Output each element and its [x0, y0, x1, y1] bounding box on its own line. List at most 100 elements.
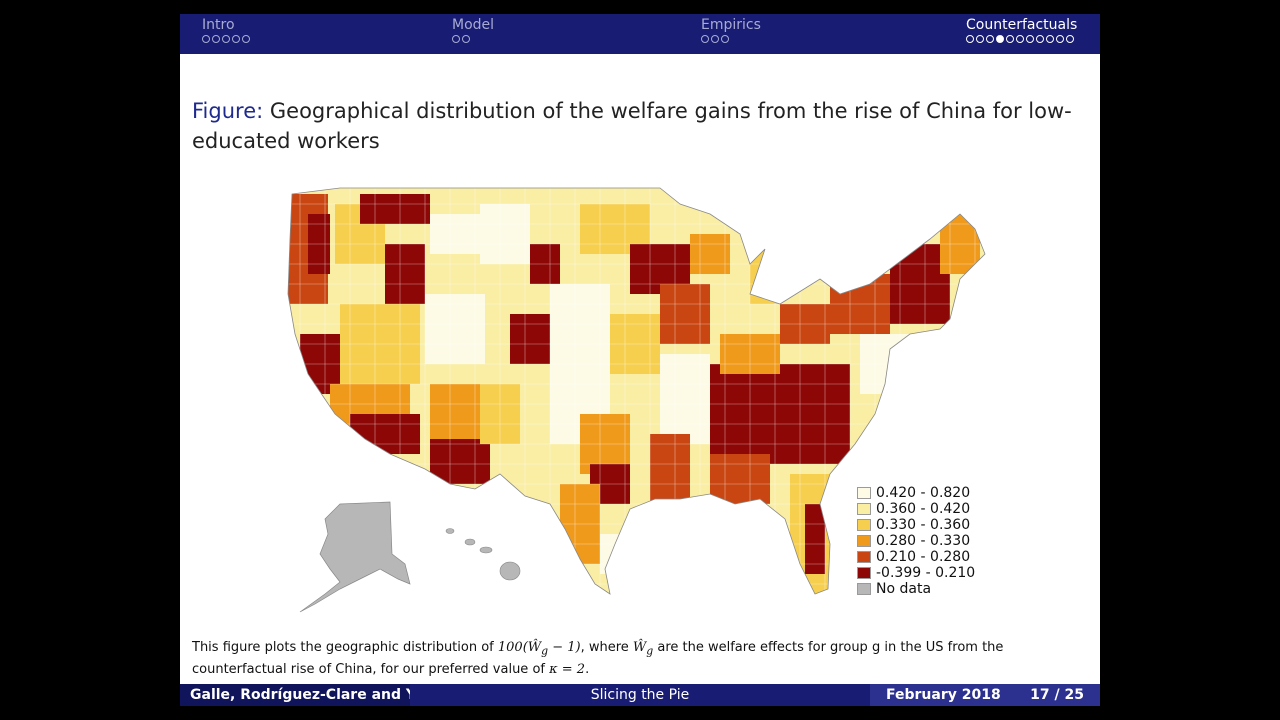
legend-entry: 0.360 - 0.420: [857, 501, 975, 517]
legend-entry: 0.280 - 0.330: [857, 533, 975, 549]
nav-dot[interactable]: [222, 35, 230, 43]
footer-date-page: February 2018 17 / 25: [870, 684, 1100, 706]
footer-authors: Galle, Rodríguez-Clare and Yi: [180, 684, 421, 706]
legend-entry: 0.210 - 0.280: [857, 549, 975, 565]
nav-dot[interactable]: [1006, 35, 1014, 43]
section-navbar: Intro Model Empirics Counterfactuals: [180, 14, 1100, 54]
footer-date: February 2018: [886, 687, 1001, 703]
nav-section-counterfactuals[interactable]: Counterfactuals: [966, 17, 1077, 43]
caption-math-2: Ŵg: [632, 640, 654, 658]
region-los-angeles: [350, 414, 420, 454]
legend-label: No data: [876, 581, 932, 597]
hawaii-island-oahu: [464, 538, 476, 546]
caption-text-4: .: [585, 661, 590, 677]
nav-section-label: Intro: [202, 17, 235, 33]
legend-swatch: [857, 487, 871, 499]
slide-footer: Galle, Rodríguez-Clare and Yi Slicing th…: [180, 684, 1100, 706]
nav-section-dots: [452, 35, 494, 43]
region-arkansas: [660, 354, 710, 444]
footer-talk-title: Slicing the Pie: [410, 684, 870, 706]
nav-dot[interactable]: [1046, 35, 1054, 43]
region-kansas-west: [510, 314, 550, 364]
nav-dot[interactable]: [966, 35, 974, 43]
figure-title: Figure: Geographical distribution of the…: [192, 96, 1072, 156]
legend-swatch: [857, 583, 871, 595]
nav-section-intro[interactable]: Intro: [202, 17, 250, 43]
caption-math-1: 100(Ŵg − 1): [497, 640, 581, 658]
nav-section-dots: [966, 35, 1077, 43]
nav-section-empirics[interactable]: Empirics: [701, 17, 761, 43]
nav-section-dots: [701, 35, 761, 43]
slide: Intro Model Empirics Counterfactuals Fig…: [180, 14, 1100, 706]
nav-dot[interactable]: [701, 35, 709, 43]
nav-dot[interactable]: [721, 35, 729, 43]
region-louisiana: [650, 434, 690, 504]
nav-dot[interactable]: [1066, 35, 1074, 43]
legend-entry: No data: [857, 581, 975, 597]
figure-caption: This figure plots the geographic distrib…: [192, 639, 1082, 679]
nav-dot[interactable]: [1026, 35, 1034, 43]
region-utah: [425, 294, 485, 364]
region-wyoming-west: [385, 244, 425, 304]
legend-swatch: [857, 535, 871, 547]
nav-section-label: Model: [452, 17, 495, 33]
nav-dot[interactable]: [242, 35, 250, 43]
region-dakotas: [480, 204, 530, 264]
legend-label: 0.210 - 0.280: [876, 549, 971, 565]
legend-label: -0.399 - 0.210: [876, 565, 976, 581]
footer-page-number[interactable]: 17 / 25: [1030, 687, 1084, 703]
map-legend: 0.420 - 0.820 0.360 - 0.420 0.330 - 0.36…: [857, 485, 975, 597]
caption-math-1-main: 100(Ŵ: [497, 640, 542, 655]
nav-section-model[interactable]: Model: [452, 17, 494, 43]
region-florida-coast: [805, 504, 825, 574]
region-arizona-south: [430, 439, 490, 484]
caption-text-2: , where: [580, 640, 633, 655]
hawaii-island-big: [499, 561, 521, 581]
legend-label: 0.360 - 0.420: [876, 501, 971, 517]
figure-title-text: Geographical distribution of the welfare…: [192, 99, 1072, 153]
nav-dot[interactable]: [1016, 35, 1024, 43]
nav-dot[interactable]: [452, 35, 460, 43]
legend-entry: 0.330 - 0.360: [857, 517, 975, 533]
nav-dot[interactable]: [976, 35, 984, 43]
caption-math-2-sub: g: [646, 644, 654, 658]
region-gulf-coast: [600, 534, 640, 574]
region-montana-east: [430, 214, 480, 254]
us-welfare-map: [287, 187, 986, 613]
nav-dot[interactable]: [1036, 35, 1044, 43]
legend-entry: -0.399 - 0.210: [857, 565, 975, 581]
nav-dot[interactable]: [986, 35, 994, 43]
caption-text-3: are the welfare effects for group g in t…: [192, 640, 1004, 677]
region-michigan: [750, 244, 780, 304]
legend-entry: 0.420 - 0.820: [857, 485, 975, 501]
caption-math-1-sub: g: [541, 644, 549, 658]
caption-math-3: κ = 2: [549, 661, 586, 677]
legend-label: 0.330 - 0.360: [876, 517, 971, 533]
caption-text-1: This figure plots the geographic distrib…: [192, 640, 498, 655]
nav-dot[interactable]: [996, 35, 1004, 43]
figure-prefix: Figure:: [192, 99, 264, 123]
region-alabama-south: [710, 454, 770, 504]
hawaii-island-maui: [479, 546, 493, 554]
nav-section-label: Counterfactuals: [966, 17, 1078, 33]
legend-label: 0.420 - 0.820: [876, 485, 971, 501]
nav-dot[interactable]: [711, 35, 719, 43]
nav-dot[interactable]: [1056, 35, 1064, 43]
region-michigan-up: [690, 234, 730, 274]
legend-label: 0.280 - 0.330: [876, 533, 971, 549]
legend-swatch: [857, 519, 871, 531]
nav-dot[interactable]: [232, 35, 240, 43]
caption-math-1-end: − 1): [548, 640, 581, 655]
region-montana-north: [360, 194, 430, 224]
legend-swatch: [857, 551, 871, 563]
nav-dot[interactable]: [462, 35, 470, 43]
alaska-no-data: [299, 501, 411, 613]
nav-section-label: Empirics: [701, 17, 761, 33]
nav-dot[interactable]: [202, 35, 210, 43]
nav-dot[interactable]: [212, 35, 220, 43]
caption-math-2-main: Ŵ: [632, 640, 647, 655]
hawaii-no-data: [445, 528, 521, 581]
region-illinois: [660, 284, 710, 344]
us-outline: [287, 187, 986, 595]
nav-section-dots: [202, 35, 250, 43]
